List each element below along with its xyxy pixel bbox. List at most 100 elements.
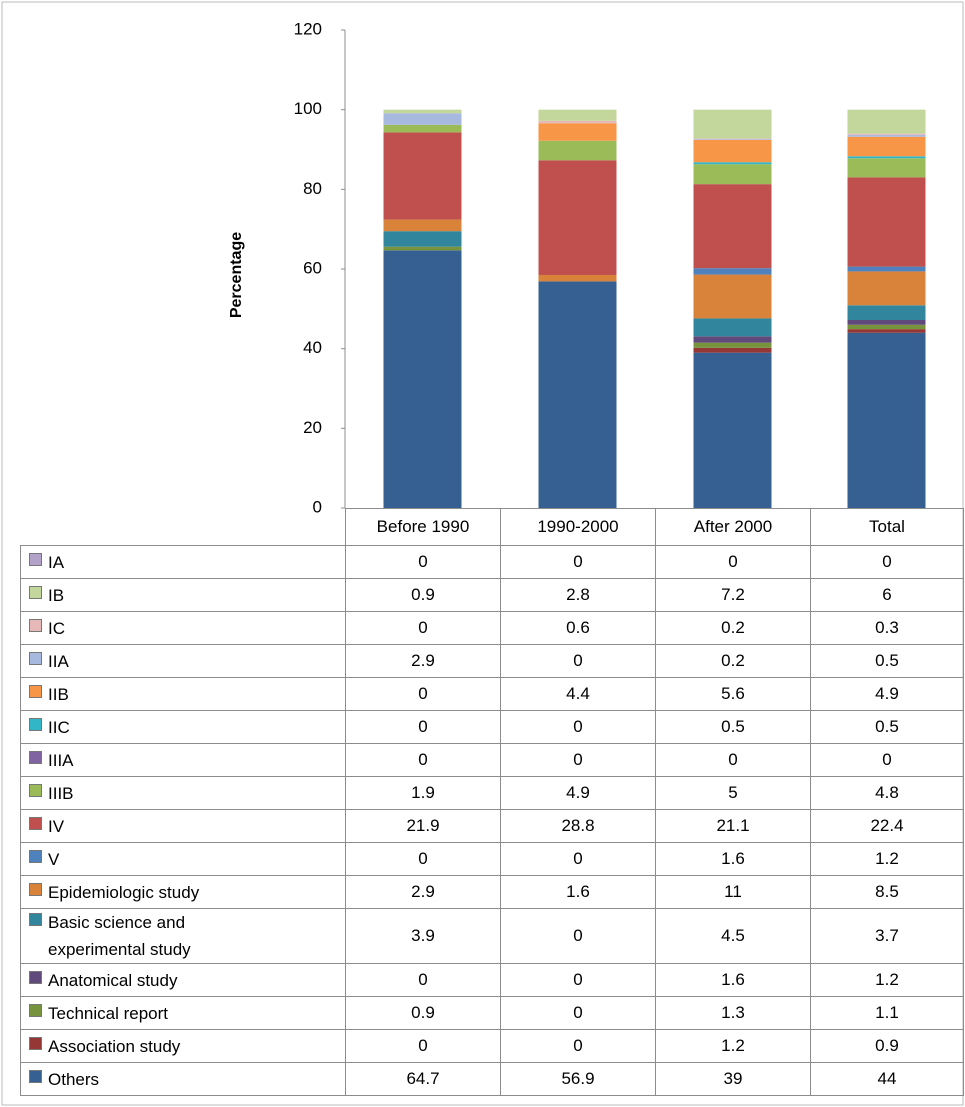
y-axis-label: Percentage: [228, 232, 245, 318]
value-cell: 0: [345, 963, 501, 997]
legend-swatch: [29, 552, 42, 566]
bar-segment: [847, 136, 926, 157]
bar-segment: [693, 336, 772, 343]
table-row: Anatomical study 0 0 1.6 1.2: [20, 963, 964, 997]
value-cell: 5.6: [655, 677, 811, 711]
legend-label: IA: [48, 552, 65, 572]
value-cell: 56.9: [500, 1062, 656, 1096]
value-cell: 1.6: [500, 875, 656, 909]
bar-segment: [693, 318, 772, 337]
bar-segment: [847, 177, 926, 267]
legend-label: IV: [48, 816, 65, 836]
value-cell: 5: [655, 776, 811, 810]
bar-segment: [383, 124, 462, 133]
bar-segment: [538, 123, 617, 141]
legend-swatch: [29, 684, 42, 698]
category-label: After 2000: [655, 508, 811, 546]
bar-segment: [847, 134, 926, 137]
legend-label: Anatomical study: [48, 970, 178, 990]
value-cell: 0: [655, 545, 811, 579]
legend-swatch: [29, 882, 42, 896]
legend-label: IIC: [48, 717, 70, 737]
legend-label: Technical report: [48, 1003, 169, 1023]
value-cell: 0.9: [345, 996, 501, 1030]
table-row: V 0 0 1.6 1.2: [20, 842, 964, 876]
bar-segment: [693, 342, 772, 348]
legend-swatch: [29, 816, 42, 830]
legend-swatch: [29, 585, 42, 599]
bar-segment: [847, 109, 926, 134]
value-cell: 0: [345, 743, 501, 777]
value-cell: 0: [345, 842, 501, 876]
value-cell: 0: [500, 1029, 656, 1063]
bar-segment: [847, 271, 926, 306]
legend-swatch: [29, 783, 42, 797]
value-cell: 0: [500, 842, 656, 876]
value-cell: 21.9: [345, 809, 501, 843]
value-cell: 2.9: [345, 644, 501, 678]
bar-segment: [847, 158, 926, 178]
bar-segment: [847, 133, 926, 135]
value-cell: 0: [500, 963, 656, 997]
value-cell: 1.9: [345, 776, 501, 810]
value-cell: 0: [345, 545, 501, 579]
bar-segment: [538, 120, 617, 124]
value-cell: 1.2: [655, 1029, 811, 1063]
bar-segment: [383, 132, 462, 220]
table-row: IA 0 0 0 0: [20, 545, 964, 579]
y-tick-label: 80: [303, 179, 322, 198]
y-tick-label: 20: [303, 418, 322, 437]
bar-segment: [693, 162, 772, 165]
value-cell: 0: [655, 743, 811, 777]
value-cell: 4.9: [810, 677, 964, 711]
value-cell: 21.1: [655, 809, 811, 843]
value-cell: 1.6: [655, 842, 811, 876]
value-cell: 39: [655, 1062, 811, 1096]
legend-label: IIA: [48, 651, 69, 671]
bar-segment: [847, 324, 926, 330]
legend-swatch: [29, 717, 42, 731]
value-cell: 0: [500, 644, 656, 678]
bar-segment: [383, 246, 462, 251]
legend-swatch: [29, 651, 42, 665]
legend-swatch: [29, 970, 42, 984]
bar-segment: [383, 250, 462, 509]
value-cell: 0: [500, 545, 656, 579]
bar-segment: [693, 139, 772, 140]
value-cell: 0: [345, 677, 501, 711]
bar-segment: [693, 352, 772, 508]
value-cell: 0: [500, 743, 656, 777]
bar-segment: [693, 164, 772, 185]
value-cell: 0.6: [500, 611, 656, 645]
legend-label: IC: [48, 618, 65, 638]
value-cell: 0.2: [655, 644, 811, 678]
table-row: Others 64.7 56.9 39 44: [20, 1062, 964, 1096]
legend-swatch: [29, 1003, 42, 1017]
table-row: IC 0 0.6 0.2 0.3: [20, 611, 964, 645]
legend-swatch: [29, 1036, 42, 1050]
value-cell: 0.9: [810, 1029, 964, 1063]
value-cell: 44: [810, 1062, 964, 1096]
legend-label: Association study: [48, 1036, 181, 1056]
category-label: 1990-2000: [500, 508, 656, 546]
value-cell: 6: [810, 578, 964, 612]
value-cell: 0: [345, 1029, 501, 1063]
value-cell: 0: [500, 710, 656, 744]
y-tick-label: 100: [294, 99, 322, 118]
value-cell: 0.5: [655, 710, 811, 744]
bar-segment: [538, 109, 617, 121]
legend-label: V: [48, 849, 60, 869]
value-cell: 4.4: [500, 677, 656, 711]
bar-segment: [693, 138, 772, 140]
table-row: IIA 2.9 0 0.2 0.5: [20, 644, 964, 678]
value-cell: 0.2: [655, 611, 811, 645]
legend-swatch: [29, 849, 42, 863]
legend-swatch: [29, 913, 42, 926]
category-label: Before 1990: [345, 508, 501, 546]
bar-segment: [847, 329, 926, 333]
value-cell: 3.7: [810, 908, 964, 964]
data-table: Before 1990 1990-2000 After 2000 Total IA 0 0 0…: [20, 508, 964, 1096]
value-cell: 0.9: [345, 578, 501, 612]
